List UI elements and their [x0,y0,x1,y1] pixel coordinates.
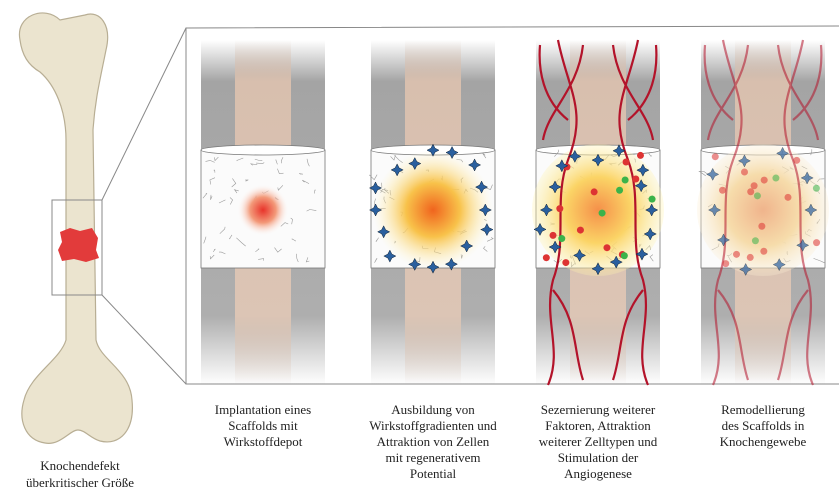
factor [577,227,584,234]
factor [712,153,719,160]
bone-defect [58,228,99,262]
stage-caption: Wirkstoffdepot [224,434,303,449]
factor [752,237,759,244]
stage-caption: Faktoren, Attraktion [545,418,651,433]
zoom-line [102,28,186,200]
femur-caption: überkritischer Größe [26,475,134,490]
factor [616,187,623,194]
factor [793,157,800,164]
stage-caption: Ausbildung von [391,402,475,417]
factor [599,210,606,217]
factor [543,254,550,261]
stage-caption: Angiogenese [564,466,632,481]
factor [603,244,610,251]
stage-caption: Sezernierung weiterer [541,402,656,417]
factor [784,194,791,201]
factor [591,188,598,195]
stage-caption: Knochengewebe [720,434,807,449]
factor [761,177,768,184]
drug-gradient [237,184,289,236]
stage-caption: Potential [410,466,457,481]
panels [201,40,829,385]
factor [772,175,779,182]
factor [622,177,629,184]
femur-caption: Knochendefekt [40,458,120,473]
factor [622,159,629,166]
factor [741,168,748,175]
stage-caption: Scaffolds mit [228,418,298,433]
factor [722,260,729,267]
stage-caption: weiterer Zelltypen und [539,434,658,449]
stage-caption: Wirkstoffgradienten und [369,418,497,433]
factor [637,152,644,159]
factor [556,205,563,212]
femur [19,13,132,443]
factor [719,187,726,194]
factor [747,188,754,195]
stage-caption: Stimulation der [558,450,639,465]
factor [760,248,767,255]
factor [758,223,765,230]
stage-caption: Attraktion von Zellen [377,434,490,449]
stage-caption: Remodellierung [721,402,805,417]
factor [813,239,820,246]
factor [754,192,761,199]
stage-caption: mit regenerativem [386,450,481,465]
stage-caption: des Scaffolds in [722,418,805,433]
factor [813,185,820,192]
stage-caption: Implantation eines [215,402,311,417]
factor [733,251,740,258]
scaffold-top [201,145,325,155]
factor [558,235,565,242]
factor [649,196,656,203]
factor [747,254,754,261]
factor [621,252,628,259]
figure: Knochendefekt überkritischer Größe Impla… [0,0,839,492]
factor [550,232,557,239]
factor [562,259,569,266]
factor [751,182,758,189]
factor [632,176,639,183]
